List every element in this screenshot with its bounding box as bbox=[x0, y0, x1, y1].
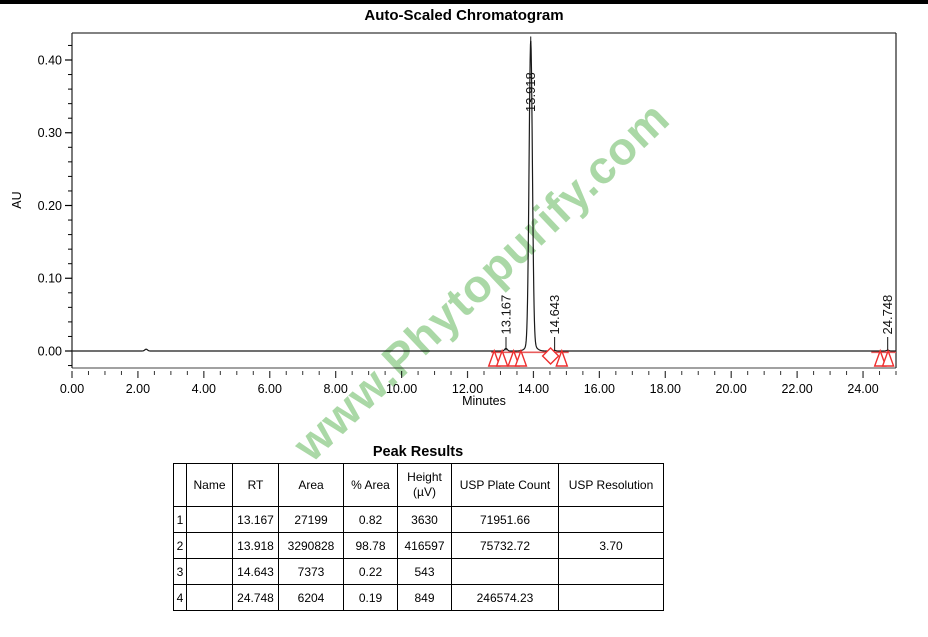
x-tick-label: 0.00 bbox=[60, 382, 84, 396]
table-header: Name RT Area% Area Height (µV) USP Plate Cou… bbox=[173, 463, 664, 507]
table-cell: 13.167 bbox=[232, 506, 279, 533]
table-row: 4 24.748 6204 0.19 849 246574.23 bbox=[173, 584, 664, 611]
x-tick-label: 16.00 bbox=[584, 382, 615, 396]
peak-label: 14.643 bbox=[547, 295, 562, 335]
x-tick-label: 18.00 bbox=[650, 382, 681, 396]
table-cell bbox=[186, 532, 233, 559]
x-tick-label: 8.00 bbox=[324, 382, 348, 396]
table-cell: 4 bbox=[173, 584, 187, 611]
peak-label: 13.918 bbox=[523, 72, 538, 112]
table-cell: 14.643 bbox=[232, 558, 279, 585]
table-cell: 3290828 bbox=[278, 532, 344, 559]
peak-results-section: Peak Results Name RT Area% Area Height (µV)… bbox=[173, 444, 664, 611]
top-bar bbox=[0, 0, 928, 4]
integration-triangle-marker bbox=[881, 348, 895, 367]
table-header-row: Name RT Area% Area Height (µV) USP Plate Cou… bbox=[173, 463, 664, 507]
table-cell bbox=[451, 558, 559, 585]
signal-trace bbox=[72, 40, 896, 352]
table-cell: 27199 bbox=[278, 506, 344, 533]
table-cell: 2 bbox=[173, 532, 187, 559]
table-cell bbox=[558, 506, 664, 533]
x-axis-label: Minutes bbox=[462, 394, 506, 408]
x-tick-label: 12.00 bbox=[452, 382, 483, 396]
x-tick-label: 4.00 bbox=[192, 382, 216, 396]
table-title: Peak Results bbox=[372, 444, 464, 460]
peak-results-table: Name RT Area% Area Height (µV) USP Plate Cou… bbox=[173, 463, 664, 611]
table-cell: 98.78 bbox=[343, 532, 398, 559]
table-cell: 7373 bbox=[278, 558, 344, 585]
table-cell: 6204 bbox=[278, 584, 344, 611]
column-header: Name bbox=[186, 463, 233, 507]
integration-triangle-marker bbox=[555, 348, 569, 367]
column-header: % Area bbox=[343, 463, 398, 507]
column-header: USP Plate Count bbox=[451, 463, 559, 507]
column-header: RT bbox=[232, 463, 279, 507]
y-tick-label: 0.40 bbox=[38, 53, 62, 67]
table-cell: 3 bbox=[173, 558, 187, 585]
y-tick-label: 0.00 bbox=[38, 344, 62, 358]
table-cell: 13.918 bbox=[232, 532, 279, 559]
table-cell: 71951.66 bbox=[451, 506, 559, 533]
chromatogram-chart: 0.00 0.10 0.20 0.30 0.40 AU 0.00 2.00 4.00 6.00 8.… bbox=[10, 32, 897, 408]
table-cell: 3630 bbox=[397, 506, 452, 533]
table-cell bbox=[186, 506, 233, 533]
table-row: 2 13.918 3290828 98.78 416597 75732.72 3.70 bbox=[173, 532, 664, 559]
table-row: 1 13.167 27199 0.82 3630 71951.66 bbox=[173, 506, 664, 533]
table-cell bbox=[186, 558, 233, 585]
column-header: USP Resolution bbox=[558, 463, 664, 507]
x-tick-label: 14.00 bbox=[518, 382, 549, 396]
integration-triangle-marker bbox=[514, 348, 528, 367]
x-tick-label: 24.00 bbox=[847, 382, 878, 396]
y-tick-label: 0.10 bbox=[38, 272, 62, 286]
column-header: Height (µV) bbox=[397, 463, 452, 507]
table-cell: 246574.23 bbox=[451, 584, 559, 611]
y-tick-label: 0.30 bbox=[38, 126, 62, 140]
x-tick-label: 2.00 bbox=[126, 382, 150, 396]
table-cell: 0.22 bbox=[343, 558, 398, 585]
table-cell: 24.748 bbox=[232, 584, 279, 611]
y-tick-label: 0.20 bbox=[38, 199, 62, 213]
integration-triangle-marker bbox=[495, 348, 509, 367]
peak-label: 24.748 bbox=[880, 295, 895, 335]
column-header: Area bbox=[278, 463, 344, 507]
x-tick-label: 22.00 bbox=[781, 382, 812, 396]
table-cell: 416597 bbox=[397, 532, 452, 559]
table-cell bbox=[558, 558, 664, 585]
column-header bbox=[173, 463, 187, 507]
table-cell: 0.82 bbox=[343, 506, 398, 533]
x-tick-label: 10.00 bbox=[386, 382, 417, 396]
table-body: 1 13.167 27199 0.82 3630 71951.66 2 13.918 32908… bbox=[173, 506, 664, 611]
chart-title: Auto-Scaled Chromatogram bbox=[364, 7, 564, 24]
integration-triangle-marker bbox=[487, 348, 501, 367]
x-tick-label: 6.00 bbox=[258, 382, 282, 396]
table-cell: 0.19 bbox=[343, 584, 398, 611]
table-cell bbox=[558, 584, 664, 611]
table-cell: 1 bbox=[173, 506, 187, 533]
peak-label: 13.167 bbox=[498, 295, 513, 335]
table-cell: 849 bbox=[397, 584, 452, 611]
integration-triangle-marker bbox=[873, 348, 887, 367]
table-cell: 3.70 bbox=[558, 532, 664, 559]
integration-diamond-marker bbox=[541, 347, 560, 365]
x-tick-label: 20.00 bbox=[716, 382, 747, 396]
y-axis-label: AU bbox=[10, 191, 24, 208]
table-row: 3 14.643 7373 0.22 543 bbox=[173, 558, 664, 585]
table-cell: 543 bbox=[397, 558, 452, 585]
table-cell: 75732.72 bbox=[451, 532, 559, 559]
table-cell bbox=[186, 584, 233, 611]
